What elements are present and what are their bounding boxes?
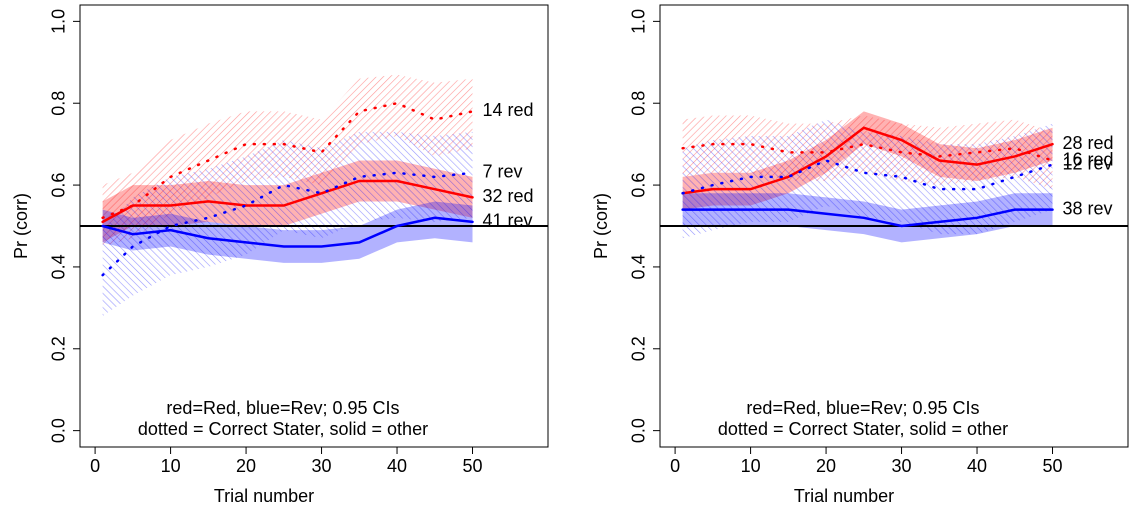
y-axis-label: Pr (corr) [11, 193, 31, 259]
series-line [681, 208, 1054, 228]
x-tick-label: 0 [90, 456, 100, 476]
y-axis-label: Pr (corr) [591, 193, 611, 259]
series-label: 38 rev [1063, 198, 1113, 218]
legend-text: red=Red, blue=Rev; 0.95 CIs [746, 398, 979, 418]
y-tick-label: 0.4 [49, 254, 69, 279]
x-tick-label: 50 [1043, 456, 1063, 476]
series-label: 12 rev [1063, 153, 1113, 173]
x-tick-label: 30 [892, 456, 912, 476]
y-tick-label: 0.2 [629, 336, 649, 361]
legend-text: dotted = Correct Stater, solid = other [718, 419, 1008, 439]
y-tick-label: 0.6 [629, 173, 649, 198]
x-tick-label: 20 [236, 456, 256, 476]
x-tick-label: 10 [741, 456, 761, 476]
series-label: 32 red [483, 186, 534, 206]
legend-text: dotted = Correct Stater, solid = other [138, 419, 428, 439]
y-tick-label: 0.0 [49, 418, 69, 443]
y-tick-label: 0.0 [629, 418, 649, 443]
x-axis-label: Trial number [214, 486, 314, 506]
x-tick-label: 0 [670, 456, 680, 476]
series-line [101, 101, 474, 220]
series-label: 28 red [1063, 133, 1114, 153]
series-line [101, 171, 474, 277]
x-tick-label: 10 [161, 456, 181, 476]
series-line [681, 126, 1054, 195]
y-tick-label: 0.6 [49, 173, 69, 198]
plot-frame [659, 4, 1129, 448]
x-tick-label: 50 [463, 456, 483, 476]
y-tick-label: 0.8 [629, 91, 649, 116]
series-label: 16 red [1063, 149, 1114, 169]
panel: 14 red 32 red 7 rev 41 rev 0 10 20 30 40 50 0.0 0.2… [11, 4, 549, 506]
ci-band [102, 201, 473, 263]
series-line [101, 179, 474, 224]
y-tick-label: 1.0 [49, 9, 69, 34]
x-tick-label: 40 [387, 456, 407, 476]
ci-band [102, 131, 473, 317]
series-line [681, 142, 1054, 162]
x-tick-label: 30 [312, 456, 332, 476]
x-tick-label: 40 [967, 456, 987, 476]
y-tick-label: 0.4 [629, 254, 649, 279]
plot-frame [79, 4, 549, 448]
x-axis-label: Trial number [794, 486, 894, 506]
x-tick-label: 20 [816, 456, 836, 476]
series-label: 41 rev [483, 211, 533, 231]
y-tick-label: 1.0 [629, 9, 649, 34]
y-tick-label: 0.2 [49, 336, 69, 361]
series-label: 14 red [483, 100, 534, 120]
series-label: 7 rev [483, 162, 523, 182]
y-tick-label: 0.8 [49, 91, 69, 116]
series-line [101, 216, 474, 248]
legend-text: red=Red, blue=Rev; 0.95 CIs [166, 398, 399, 418]
